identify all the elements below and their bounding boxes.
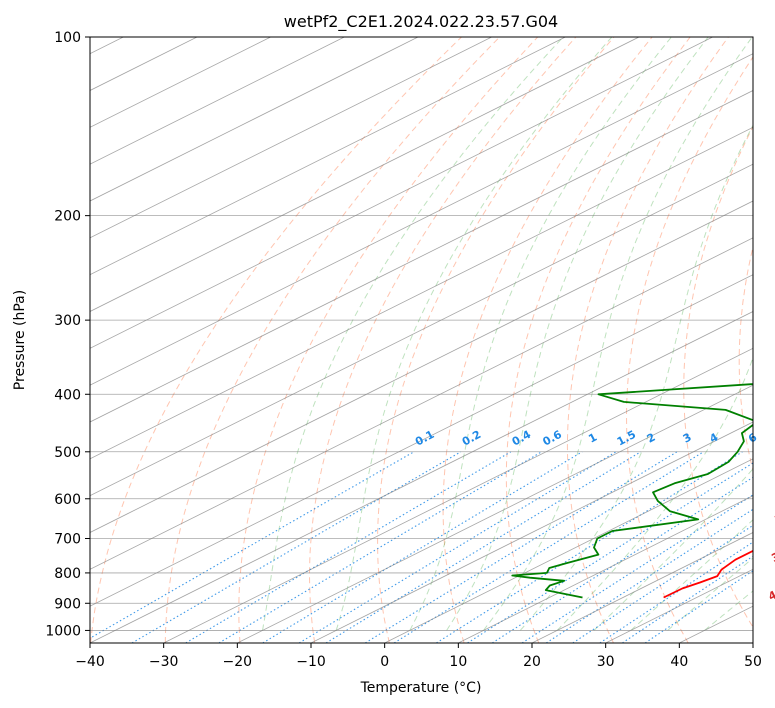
isotherm-line xyxy=(90,311,753,643)
mixing-ratio-line xyxy=(325,451,642,643)
y-tick-label: 700 xyxy=(54,532,81,548)
isotherm-line xyxy=(90,37,713,349)
mixing-ratio-line xyxy=(218,451,542,643)
mixing-ratio-line xyxy=(436,451,743,643)
isotherm-line xyxy=(384,458,753,643)
y-tick-label: 400 xyxy=(54,387,81,403)
x-axis-label: Temperature (°C) xyxy=(360,680,482,696)
isotherm-line xyxy=(90,37,345,165)
y-tick-label: 900 xyxy=(54,596,81,612)
isotherm-label: 30 xyxy=(769,546,775,565)
moist-adiabat xyxy=(630,519,753,631)
x-tick-label: 50 xyxy=(744,654,762,670)
dry-adiabat xyxy=(377,37,615,643)
x-tick-label: 10 xyxy=(449,654,467,670)
x-tick-label: −30 xyxy=(149,654,179,670)
mixing-ratio-line xyxy=(365,451,678,643)
isotherm-line xyxy=(237,384,753,643)
dry-adiabat xyxy=(683,125,753,629)
moist-adiabat xyxy=(409,37,672,631)
grid-lines xyxy=(90,37,753,643)
chart-title: wetPf2_C2E1.2024.022.23.57.G04 xyxy=(284,12,558,32)
isotherm-line xyxy=(310,421,753,643)
x-tick-label: −10 xyxy=(296,654,326,670)
plot-area xyxy=(90,37,753,643)
dry-adiabat xyxy=(566,37,729,643)
moist-adiabat xyxy=(556,356,753,631)
background-lines xyxy=(90,37,753,643)
moist-adiabat xyxy=(667,557,753,631)
dry-adiabat xyxy=(505,37,691,643)
mixing-ratio-line xyxy=(90,451,415,639)
mixing-ratio-line xyxy=(622,555,753,643)
dry-adiabat xyxy=(164,37,500,643)
isotherm-line xyxy=(531,532,753,643)
isotherm-line xyxy=(458,495,753,643)
mixing-ratio-line xyxy=(521,494,753,643)
y-tick-label: 500 xyxy=(54,445,81,461)
isotherm-line xyxy=(90,126,753,460)
y-tick-label: 200 xyxy=(54,209,81,225)
x-tick-label: 40 xyxy=(670,654,688,670)
x-tick-label: −40 xyxy=(75,654,105,670)
temperature-trace xyxy=(663,549,753,599)
x-tick-label: 30 xyxy=(597,654,615,670)
dry-adiabat xyxy=(442,37,653,643)
isotherm-line xyxy=(90,53,753,386)
dewpoint-trace xyxy=(511,383,753,599)
axis-ticks: −40 −30 −20 −10 0 10 20 30 40 50 100 200 300 400 500 60… xyxy=(45,30,762,670)
isotherm-line xyxy=(90,90,753,423)
isotherm-line xyxy=(90,37,492,239)
dry-adiabat xyxy=(308,37,577,643)
dry-adiabat xyxy=(738,244,753,472)
y-axis-label: Pressure (hPa) xyxy=(12,290,28,390)
x-tick-label: 0 xyxy=(380,654,389,670)
moist-adiabat xyxy=(335,37,613,631)
isotherm-label: 20 xyxy=(773,508,775,527)
y-tick-label: 800 xyxy=(54,566,81,582)
dry-adiabat xyxy=(625,56,753,643)
isotherm-line xyxy=(90,37,566,276)
isotherm-line xyxy=(90,237,753,570)
moist-adiabat xyxy=(519,124,753,631)
isotherm-line xyxy=(90,274,753,607)
x-tick-label: 20 xyxy=(523,654,541,670)
isotherm-label: 40 xyxy=(766,585,775,604)
moist-adiabat xyxy=(262,37,564,631)
mixing-ratio-line xyxy=(467,462,753,643)
plot-frame xyxy=(89,36,754,644)
x-tick-label: −20 xyxy=(223,654,253,670)
isotherm-line xyxy=(90,200,753,533)
y-tick-label: 600 xyxy=(54,492,81,508)
isotherm-line xyxy=(163,347,753,643)
moist-adiabat xyxy=(483,37,753,631)
profile-traces xyxy=(511,383,753,599)
isotherm-line xyxy=(90,37,419,202)
y-tick-label: 100 xyxy=(54,30,81,46)
mixing-ratio-line xyxy=(298,451,617,643)
y-tick-label: 300 xyxy=(54,313,81,329)
isotherm-line xyxy=(90,37,640,312)
moist-adiabat xyxy=(593,468,753,631)
y-tick-label: 1000 xyxy=(45,623,81,639)
isotherm-line xyxy=(90,163,753,497)
dry-adiabat xyxy=(238,37,539,643)
